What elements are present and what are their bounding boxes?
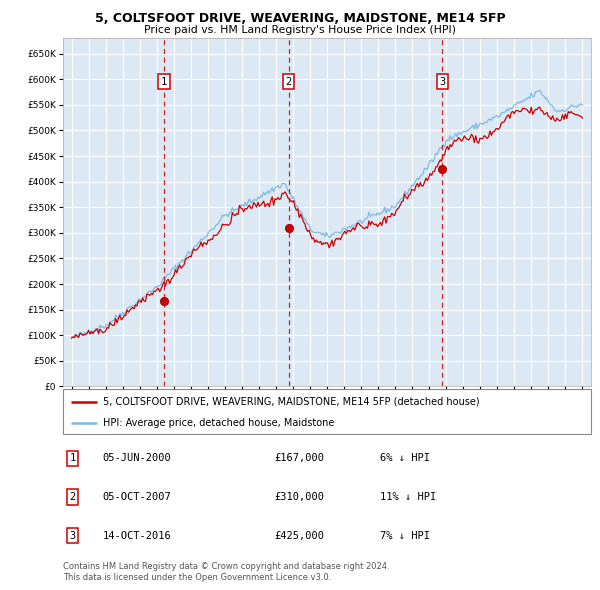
Text: 3: 3 [439, 77, 446, 87]
Text: 05-OCT-2007: 05-OCT-2007 [103, 492, 172, 502]
Text: 11% ↓ HPI: 11% ↓ HPI [380, 492, 436, 502]
Text: 05-JUN-2000: 05-JUN-2000 [103, 453, 172, 463]
Text: 7% ↓ HPI: 7% ↓ HPI [380, 531, 430, 541]
Text: 2: 2 [70, 492, 76, 502]
Text: £310,000: £310,000 [274, 492, 324, 502]
Text: £425,000: £425,000 [274, 531, 324, 541]
Text: HPI: Average price, detached house, Maidstone: HPI: Average price, detached house, Maid… [103, 418, 334, 428]
FancyBboxPatch shape [63, 389, 591, 434]
Text: 2: 2 [286, 77, 292, 87]
Text: 5, COLTSFOOT DRIVE, WEAVERING, MAIDSTONE, ME14 5FP (detached house): 5, COLTSFOOT DRIVE, WEAVERING, MAIDSTONE… [103, 397, 479, 407]
Text: £167,000: £167,000 [274, 453, 324, 463]
Text: Price paid vs. HM Land Registry's House Price Index (HPI): Price paid vs. HM Land Registry's House … [144, 25, 456, 35]
Text: This data is licensed under the Open Government Licence v3.0.: This data is licensed under the Open Gov… [63, 573, 331, 582]
Text: 14-OCT-2016: 14-OCT-2016 [103, 531, 172, 541]
Text: Contains HM Land Registry data © Crown copyright and database right 2024.: Contains HM Land Registry data © Crown c… [63, 562, 389, 571]
Text: 1: 1 [70, 453, 76, 463]
Text: 3: 3 [70, 531, 76, 541]
Text: 6% ↓ HPI: 6% ↓ HPI [380, 453, 430, 463]
Text: 1: 1 [161, 77, 167, 87]
Text: 5, COLTSFOOT DRIVE, WEAVERING, MAIDSTONE, ME14 5FP: 5, COLTSFOOT DRIVE, WEAVERING, MAIDSTONE… [95, 12, 505, 25]
